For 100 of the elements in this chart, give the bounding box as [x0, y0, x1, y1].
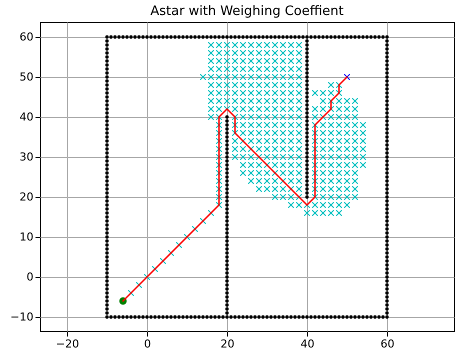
point	[305, 155, 309, 159]
point	[305, 47, 309, 51]
point	[225, 219, 229, 223]
point	[305, 151, 309, 155]
point	[305, 79, 309, 83]
point	[305, 91, 309, 95]
point	[305, 115, 309, 119]
point	[305, 99, 309, 103]
point	[225, 171, 229, 175]
x-tick-label: 60	[380, 338, 394, 350]
chart-title: Astar with Weighing Coeffient	[150, 4, 344, 19]
point	[225, 139, 229, 143]
point	[305, 179, 309, 183]
point	[225, 259, 229, 263]
point	[225, 303, 229, 307]
point	[225, 235, 229, 239]
point	[225, 199, 229, 203]
point	[225, 183, 229, 187]
point	[225, 243, 229, 247]
point	[305, 67, 309, 71]
point	[225, 275, 229, 279]
x-tick-label: 20	[220, 338, 234, 350]
point	[305, 175, 309, 179]
point	[305, 55, 309, 59]
point	[305, 147, 309, 151]
point	[225, 279, 229, 283]
point	[225, 135, 229, 139]
point	[225, 247, 229, 251]
x-tick-label: −20	[56, 338, 80, 350]
point	[225, 223, 229, 227]
point	[305, 75, 309, 79]
point	[216, 162, 222, 168]
point	[305, 135, 309, 139]
point	[305, 195, 309, 199]
point	[225, 299, 229, 303]
point	[225, 179, 229, 183]
point	[225, 239, 229, 243]
point	[225, 195, 229, 199]
point	[305, 111, 309, 115]
point	[225, 291, 229, 295]
point	[225, 307, 229, 311]
point	[225, 167, 229, 171]
point	[225, 211, 229, 215]
point	[225, 175, 229, 179]
point	[225, 143, 229, 147]
point	[305, 103, 309, 107]
y-tick-label: 20	[20, 190, 34, 204]
point	[305, 191, 309, 195]
point	[305, 39, 309, 43]
point	[225, 227, 229, 231]
point	[216, 130, 222, 136]
y-tick-label: 30	[20, 150, 34, 164]
point	[225, 147, 229, 151]
point	[225, 203, 229, 207]
point	[305, 139, 309, 143]
point	[305, 63, 309, 67]
point	[305, 51, 309, 55]
point	[216, 170, 222, 176]
point	[305, 59, 309, 63]
point	[225, 231, 229, 235]
y-tick-label: 0	[26, 270, 34, 284]
point	[216, 178, 222, 184]
point	[305, 83, 309, 87]
point	[225, 287, 229, 291]
point	[225, 271, 229, 275]
y-tick-label: 40	[20, 110, 34, 124]
y-tick-label: 10	[20, 230, 34, 244]
point	[305, 127, 309, 131]
point	[216, 154, 222, 160]
point	[216, 146, 222, 152]
point	[305, 131, 309, 135]
point	[305, 107, 309, 111]
point	[225, 155, 229, 159]
point	[225, 215, 229, 219]
point	[305, 183, 309, 187]
point	[305, 87, 309, 91]
point	[305, 43, 309, 47]
point	[225, 311, 229, 315]
point	[216, 122, 222, 128]
y-tick-label: −10	[10, 310, 34, 324]
y-tick-label: 50	[20, 70, 34, 84]
y-tick-label: 60	[20, 30, 34, 44]
point	[225, 187, 229, 191]
point	[225, 255, 229, 259]
x-tick-label: 0	[144, 338, 151, 350]
point	[225, 123, 229, 127]
point	[225, 115, 229, 119]
x-tick-label: 40	[300, 338, 314, 350]
point	[305, 119, 309, 123]
point	[305, 163, 309, 167]
point	[225, 267, 229, 271]
point	[225, 251, 229, 255]
point	[225, 207, 229, 211]
point	[305, 123, 309, 127]
point	[216, 186, 222, 192]
point	[225, 295, 229, 299]
point	[305, 143, 309, 147]
point	[305, 167, 309, 171]
point	[225, 163, 229, 167]
point	[216, 194, 222, 200]
